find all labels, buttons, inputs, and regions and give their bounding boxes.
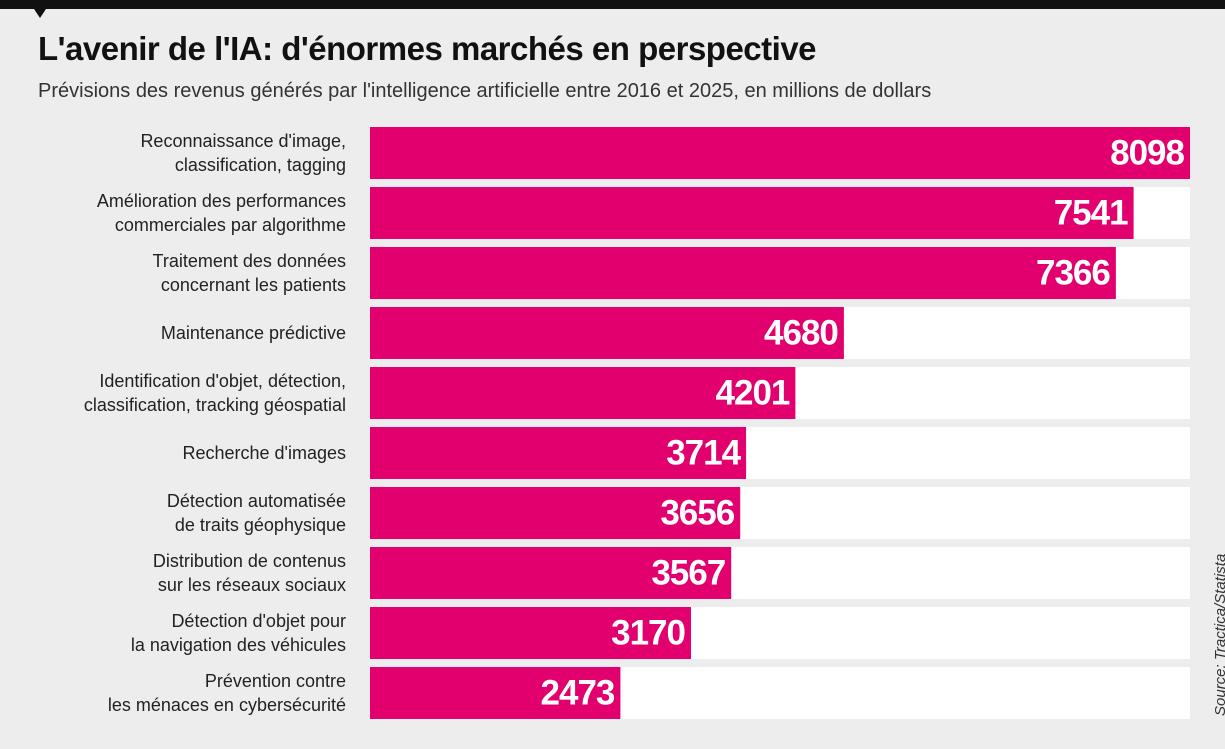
value-label: 2473 (541, 673, 615, 712)
value-label: 3656 (660, 493, 734, 532)
category-label: Détection d'objet pour la navigation des… (130, 611, 346, 655)
category-label: Traitement des données concernant les pa… (152, 251, 346, 295)
category-label: Identification d'objet, détection, class… (83, 371, 346, 415)
bar (370, 187, 1134, 239)
value-label: 3714 (666, 433, 741, 472)
bar (370, 667, 621, 719)
category-label: Maintenance prédictive (160, 323, 346, 343)
bar (370, 547, 732, 599)
bar (370, 127, 1190, 179)
value-label: 3170 (611, 613, 685, 652)
category-label: Distribution de contenus sur les réseaux… (152, 551, 346, 595)
chart-title: L'avenir de l'IA: d'énormes marchés en p… (38, 30, 817, 67)
category-label: Détection automatisée de traits géophysi… (166, 491, 346, 535)
top-marker (34, 9, 46, 18)
bar (370, 307, 844, 359)
bar (370, 367, 796, 419)
category-label: Recherche d'images (182, 443, 346, 463)
category-label: Reconnaissance d'image, classification, … (140, 131, 346, 175)
value-label: 7366 (1036, 253, 1110, 292)
bar (370, 487, 741, 539)
source: Source: Tractica/Statista (1212, 553, 1225, 716)
category-label: Prévention contre les ménaces en cybersé… (107, 671, 346, 715)
value-label: 3567 (651, 553, 725, 592)
bar (370, 427, 747, 479)
top-strip (0, 0, 1225, 9)
bar (370, 247, 1116, 299)
value-label: 7541 (1054, 193, 1128, 232)
value-label: 4201 (716, 373, 790, 412)
value-label: 4680 (764, 313, 838, 352)
value-label: 8098 (1110, 133, 1184, 172)
chart-subtitle: Prévisions des revenus générés par l'int… (38, 80, 932, 102)
category-label: Amélioration des performances commercial… (96, 191, 346, 235)
bar (370, 607, 691, 659)
